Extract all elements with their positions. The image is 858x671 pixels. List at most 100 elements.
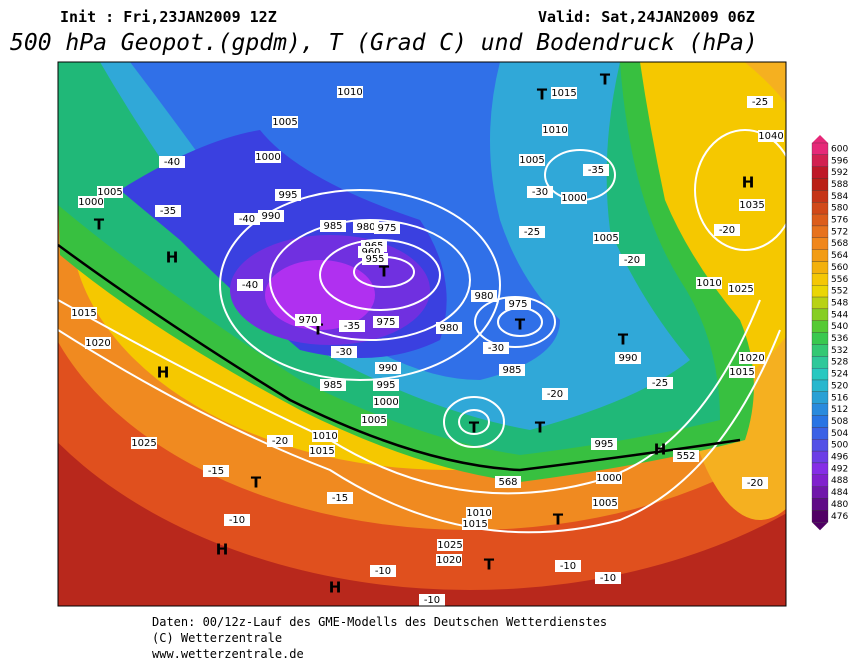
contour-label: -15 — [332, 493, 348, 504]
pressure-center: T — [600, 71, 611, 89]
contour-label: 1020 — [436, 555, 461, 566]
title: 500 hPa Geopot.(gpdm), T (Grad C) und Bo… — [10, 30, 758, 56]
label-box — [237, 279, 263, 291]
label-box — [203, 465, 229, 477]
valid: Valid: Sat,24JAN2009 06Z — [538, 8, 755, 26]
contour-label: -30 — [488, 343, 504, 354]
label-box — [437, 539, 463, 551]
label-box — [596, 472, 622, 484]
contour-label: 1015 — [551, 88, 576, 99]
label-box — [527, 186, 553, 198]
contour-label: -20 — [272, 436, 288, 447]
legend-label: 584 — [831, 192, 848, 202]
label-box — [85, 337, 111, 349]
label-box — [471, 290, 497, 302]
legend-label: 484 — [831, 488, 848, 498]
legend-swatch — [811, 225, 829, 238]
legend-label: 516 — [831, 393, 848, 403]
legend-label: 508 — [831, 417, 848, 427]
label-box — [739, 199, 765, 211]
contour-label: 1000 — [561, 193, 586, 204]
contour-label: 955 — [365, 254, 384, 265]
legend-label: 476 — [831, 512, 848, 522]
label-box — [361, 414, 387, 426]
contour-label: 1015 — [729, 367, 754, 378]
contour-label: -20 — [624, 255, 640, 266]
legend-swatch — [811, 154, 829, 167]
contour-label: 990 — [618, 353, 637, 364]
contour-label: 985 — [323, 221, 342, 232]
contour-label: 1020 — [85, 338, 110, 349]
contour-label: -15 — [208, 466, 224, 477]
legend-swatch — [811, 308, 829, 321]
legend-arrow — [812, 135, 828, 143]
label-box — [309, 445, 335, 457]
legend-label: 512 — [831, 405, 848, 415]
legend-label: 568 — [831, 239, 848, 249]
label-box — [234, 213, 260, 225]
legend-swatch — [811, 474, 829, 487]
label-box — [747, 96, 773, 108]
label-box — [495, 476, 521, 488]
contour-label: -10 — [375, 566, 391, 577]
legend-swatch — [811, 510, 829, 523]
legend-label: 564 — [831, 251, 848, 261]
legend-label: 572 — [831, 227, 848, 237]
contour-label: 995 — [594, 439, 613, 450]
footer: www.wetterzentrale.de — [152, 647, 304, 661]
legend-swatch — [811, 178, 829, 191]
contour-label: -30 — [532, 187, 548, 198]
contour-label: 1000 — [373, 397, 398, 408]
label-box — [373, 316, 399, 328]
label-box — [370, 565, 396, 577]
label-box — [272, 116, 298, 128]
label-box — [258, 210, 284, 222]
contour-label: 970 — [298, 315, 317, 326]
legend-swatch — [811, 285, 829, 298]
contour-label: 1010 — [312, 431, 337, 442]
map-frame — [57, 61, 787, 607]
contour-label: 990 — [378, 363, 397, 374]
label-box — [519, 154, 545, 166]
label-box — [436, 554, 462, 566]
label-box — [97, 186, 123, 198]
contour-label: 995 — [376, 380, 395, 391]
contour-label: 1015 — [71, 308, 96, 319]
label-box — [728, 283, 754, 295]
label-box — [295, 314, 321, 326]
label-box — [155, 205, 181, 217]
label-box — [561, 192, 587, 204]
contour-label: 985 — [323, 380, 342, 391]
contour-label: 975 — [376, 317, 395, 328]
pressure-center: H — [166, 249, 179, 267]
contour-label: -35 — [588, 165, 604, 176]
label-box — [320, 220, 346, 232]
contour-label: 1000 — [596, 473, 621, 484]
contour-label: 1005 — [592, 498, 617, 509]
legend-label: 580 — [831, 204, 848, 214]
contour-label: 1035 — [739, 200, 764, 211]
contour-label: -40 — [239, 214, 255, 225]
label-box — [647, 377, 673, 389]
label-box — [519, 226, 545, 238]
legend-swatch — [811, 142, 829, 156]
legend-label: 520 — [831, 381, 848, 391]
pressure-center: T — [313, 321, 324, 339]
contour-label: 1010 — [542, 125, 567, 136]
legend-label: 552 — [831, 287, 848, 297]
legend-label: 592 — [831, 168, 848, 178]
legend-swatch — [811, 332, 829, 345]
legend-label: 544 — [831, 310, 848, 320]
pressure-center: H — [329, 579, 342, 597]
footer: Daten: 00/12z-Lauf des GME-Modells des D… — [152, 615, 607, 629]
contour-label: 960 — [361, 247, 380, 258]
contour-label: -25 — [752, 97, 768, 108]
legend-label: 524 — [831, 370, 848, 380]
legend-swatch — [811, 202, 829, 215]
legend-label: 500 — [831, 441, 848, 451]
legend-swatch — [811, 462, 829, 475]
contour-label: 552 — [676, 451, 695, 462]
contour-label: 975 — [377, 223, 396, 234]
label-box — [542, 124, 568, 136]
contour-label: -35 — [160, 206, 176, 217]
